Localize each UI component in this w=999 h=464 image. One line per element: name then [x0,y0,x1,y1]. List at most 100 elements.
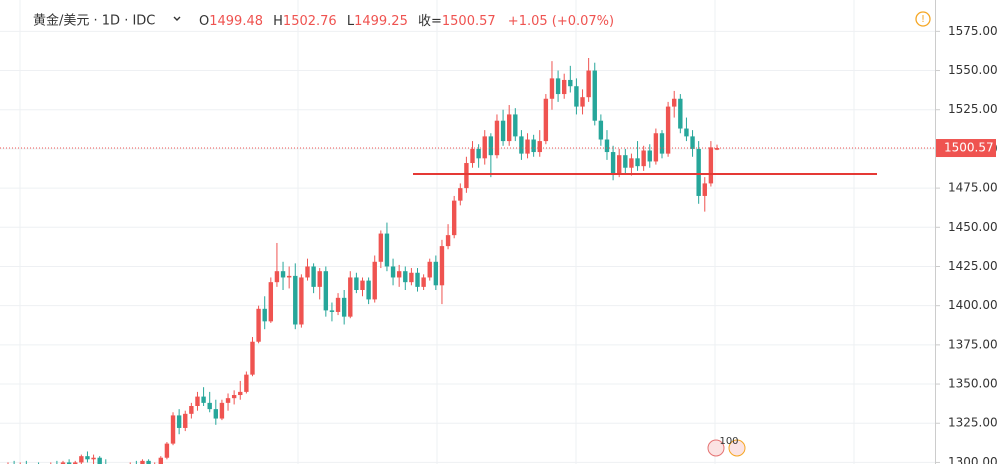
candle-body [568,79,573,87]
candle-body [531,139,536,153]
y-tick-label: 1550.00 [948,63,998,77]
candle-body [238,391,243,396]
candle-body [610,152,616,174]
last-price-label: 1500.57 [944,141,994,155]
o-value: 1499.48 [209,14,263,29]
candle-body [250,341,255,375]
candle-body [280,271,286,278]
candle-body [360,280,365,290]
candle-body [244,374,249,392]
candle-body [317,271,322,287]
candle-body [372,261,377,300]
event-badge-count: 100 [719,436,738,447]
candle-body [451,200,457,236]
y-tick-label: 1400.00 [948,298,998,312]
candle-body [213,409,219,419]
candle-body [170,415,176,444]
y-tick-label: 1450.00 [948,220,998,234]
h-value: 1502.76 [283,14,337,29]
y-tick-label: 1300.00 [948,455,998,464]
candle-body [659,133,665,154]
candle-body [85,456,90,460]
candle-body [79,456,84,463]
candle-body [201,396,206,403]
last-price-tag [936,139,996,158]
candle-body [653,133,659,162]
candle-body [714,148,720,150]
candle-body [354,277,359,290]
y-tick-label: 1575.00 [948,24,998,38]
event-badge[interactable] [707,439,725,457]
y-tick-label: 1425.00 [948,259,998,273]
candle-body [66,462,72,464]
candle-body [348,277,353,317]
event-badge[interactable] [728,439,746,457]
candle-body [311,266,316,287]
alert-icon[interactable] [915,11,931,27]
candle-body [513,114,518,137]
candle-body [305,266,310,278]
candle-body [665,106,671,154]
candle-body [341,297,347,317]
candle-body [604,139,610,153]
candle-body [500,120,506,142]
candle-body [427,261,432,278]
y-tick-label: 1525.00 [948,102,998,116]
candle-body [390,266,396,278]
candle-body [617,155,622,174]
candle-body [421,277,426,287]
l-value: 1499.25 [354,14,408,29]
change: +1.05 (+0.07%) [508,14,614,29]
candle-body [476,148,481,159]
candle-body [561,79,567,95]
alert-icon-mark: ! [921,14,925,25]
candle-body [678,98,683,129]
candle-body [647,150,652,162]
candle-body [696,148,701,196]
candle-body [543,98,549,142]
l-label: L [347,14,355,29]
candle-body [396,271,402,278]
candle-body [60,462,66,464]
candle-body [580,97,585,107]
c-label: 收= [418,14,442,29]
candle-body [684,128,689,137]
candle-body [409,272,414,283]
candle-body [256,308,261,342]
candle-body [458,188,463,201]
y-tick-label: 1375.00 [948,337,998,351]
candle-body [690,136,695,149]
y-tick-label: 1350.00 [948,377,998,391]
candle-body [323,271,329,311]
candle-body [274,271,280,283]
candle-body [672,98,677,107]
ohlc-legend: O1499.48 H1502.76 L1499.25 收=1500.57 +1.… [199,14,614,29]
symbol: 黄金/美元 · 1D · IDC [33,13,155,29]
symbol-dropdown[interactable] [173,16,181,21]
candle-body [329,310,335,312]
candle-body [519,136,524,154]
candle-body [641,150,646,167]
candle-body [207,402,212,410]
candle-body [598,120,604,140]
candle-body [262,308,267,322]
candle-body [189,406,194,414]
candle-body [225,398,231,403]
candle-body [445,235,451,247]
candle-body [482,136,487,159]
candle-body [488,136,494,156]
candle-body [91,457,96,460]
candle-body [433,261,439,286]
candle-body [183,413,188,428]
c-value: 1500.57 [442,14,496,29]
candle-body [470,148,475,164]
h-label: H [273,14,283,29]
candle-body [549,78,555,99]
candle-body [415,272,420,287]
candle-body [335,297,341,312]
candle-body [708,147,714,184]
candle-body [219,402,225,419]
candle-body [537,141,542,153]
